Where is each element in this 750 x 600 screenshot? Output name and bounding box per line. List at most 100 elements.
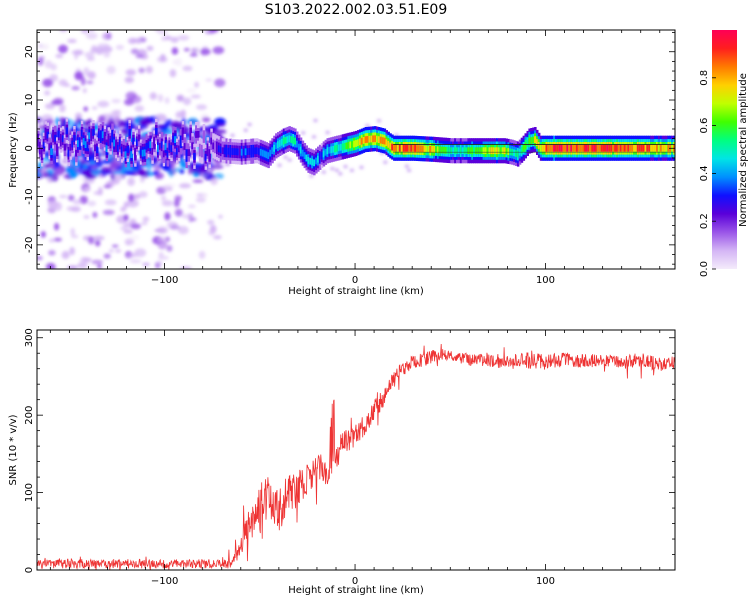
noise-blob: [174, 195, 182, 202]
noise-blob: [109, 110, 121, 119]
ridge-cell: [303, 152, 307, 159]
ridge-cell: [419, 145, 423, 153]
colorbar-ticks: 0.0 0.2 0.4 0.6 0.8: [699, 70, 716, 277]
noise-blob: [97, 100, 110, 108]
noise-blob: [179, 159, 186, 166]
noise-blob: [177, 35, 190, 41]
ridge-cell: [610, 144, 613, 152]
ridge-cell: [619, 144, 623, 152]
ridge-cell: [425, 145, 428, 153]
ridge-cell: [309, 157, 312, 165]
noise-blob: [106, 65, 116, 75]
noise-blob: [115, 44, 124, 50]
ridge-cell: [244, 148, 248, 156]
ridge-cell: [50, 148, 53, 155]
ridge-cell: [242, 148, 246, 156]
ridge-cell: [543, 144, 547, 152]
ridge-cell: [296, 140, 299, 148]
noise-blob: [174, 208, 183, 217]
noise-blob: [180, 109, 186, 118]
noise-blob: [126, 253, 138, 258]
noise-blob: [42, 78, 54, 88]
noise-blob: [87, 71, 96, 80]
ridge-cell: [183, 143, 187, 150]
noise-blob: [190, 94, 201, 99]
noise-blob: [124, 238, 135, 246]
ridge-cell: [92, 129, 95, 136]
ridge-cell: [111, 132, 114, 140]
noise-blob: [213, 235, 222, 240]
ridge-cell: [334, 145, 337, 153]
ridge-cell: [568, 144, 571, 152]
ridge-cell: [223, 147, 227, 155]
ridge-cell: [149, 141, 152, 149]
ridge-cell: [204, 153, 208, 161]
ridge-cell: [128, 128, 131, 136]
noise-blob: [338, 172, 343, 176]
ridge-cell: [644, 144, 647, 152]
ridge-cell: [410, 144, 413, 152]
noise-blob: [140, 170, 149, 179]
noise-blob: [74, 71, 84, 81]
ridge-cell: [292, 136, 295, 144]
noise-blob: [87, 200, 97, 207]
noise-blob: [66, 206, 76, 212]
noise-blob: [158, 252, 164, 257]
ridge-cell: [444, 146, 448, 154]
ridge-cell: [404, 144, 408, 152]
noise-blob: [98, 186, 103, 196]
ridge-cell: [237, 148, 240, 156]
colorbar-tick-label: 0.4: [699, 165, 710, 181]
ridge-cell: [44, 130, 48, 138]
ridge-cell: [566, 144, 569, 152]
ridge-cell: [524, 142, 527, 150]
colorbar-tick-label: 0.2: [699, 213, 710, 229]
ridge-cell: [471, 147, 474, 155]
noise-blob: [123, 214, 129, 221]
noise-blob: [161, 36, 167, 41]
ridge-cell: [650, 144, 653, 152]
snr-y-tick-label: 100: [24, 483, 35, 502]
noise-blob: [321, 170, 326, 174]
ridge-cell: [198, 146, 202, 154]
ridge-cell: [357, 139, 360, 147]
noise-blob: [243, 128, 248, 132]
noise-blob: [207, 125, 219, 129]
ridge-cell: [642, 144, 646, 152]
ridge-cell: [577, 144, 581, 152]
noise-blob: [198, 250, 206, 259]
ridge-cell: [212, 142, 215, 150]
ridge-cell: [492, 147, 495, 155]
noise-blob: [88, 236, 95, 245]
ridge-cell: [155, 128, 158, 135]
ridge-cell: [263, 150, 267, 158]
noise-blob: [77, 262, 88, 269]
noise-blob: [86, 80, 94, 85]
ridge-cell: [516, 150, 520, 158]
ridge-cell: [522, 144, 526, 152]
spectrogram-x-tick-label: 0: [352, 275, 358, 286]
noise-blob: [146, 45, 154, 51]
ridge-cell: [261, 149, 265, 157]
ridge-cell: [195, 131, 198, 138]
noise-blob: [301, 131, 306, 135]
ridge-cell: [271, 147, 274, 155]
noise-blob: [211, 164, 224, 169]
ridge-cell: [596, 144, 600, 152]
ridge-cell: [629, 144, 632, 152]
ridge-cell: [520, 146, 524, 154]
noise-blob: [68, 194, 75, 201]
colorbar-tick-label: 0.6: [699, 118, 710, 134]
noise-blob: [124, 170, 135, 176]
ridge-cell: [454, 147, 457, 155]
ridge-cell: [294, 137, 297, 145]
ridge-cell: [497, 147, 501, 155]
ridge-cell: [75, 149, 78, 157]
ridge-cell: [77, 140, 80, 147]
ridge-cell: [616, 144, 619, 152]
ridge-cell: [370, 135, 373, 143]
ridge-cell: [488, 147, 491, 155]
noise-blob: [287, 158, 292, 162]
noise-blob: [124, 76, 134, 84]
ridge-cell: [252, 147, 255, 155]
